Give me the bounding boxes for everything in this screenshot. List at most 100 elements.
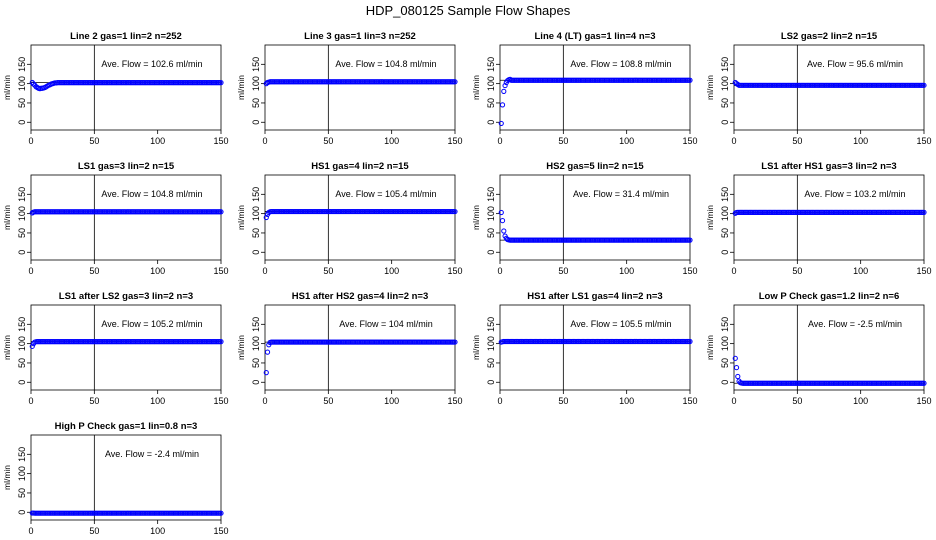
x-tick-label: 50 (558, 266, 568, 276)
panel-title: HS1 gas=4 lin=2 n=15 (311, 161, 409, 172)
y-tick-label: 100 (17, 76, 27, 91)
x-tick-label: 0 (497, 136, 502, 146)
plot-frame (30, 44, 222, 131)
y-tick-label: 150 (486, 317, 496, 332)
x-tick-label: 0 (497, 266, 502, 276)
data-point (732, 355, 738, 361)
y-tick-label: 50 (17, 488, 27, 498)
x-tick-label: 0 (497, 396, 502, 406)
y-axis-label: ml/min (2, 465, 12, 490)
x-tick-label: 0 (28, 136, 33, 146)
y-tick-label: 50 (17, 98, 27, 108)
average-flow-annotation: Ave. Flow = -2.4 ml/min (105, 449, 199, 459)
y-axis-label: ml/min (2, 75, 12, 100)
panel-title: HS1 after LS1 gas=4 lin=2 n=3 (527, 291, 662, 302)
data-point (501, 228, 507, 234)
data-series (498, 338, 693, 345)
data-point (501, 88, 507, 94)
y-tick-label: 0 (17, 380, 27, 385)
data-point (264, 349, 271, 355)
y-tick-label: 0 (486, 250, 496, 255)
data-point (218, 209, 224, 215)
panel-12: Low P Check gas=1.2 lin=2 n=6 0 50 100 150 0 5… (705, 291, 932, 406)
plot-frame (733, 304, 925, 391)
average-flow-annotation: Ave. Flow = 102.6 ml/min (101, 59, 202, 69)
panel-grid: Line 2 gas=1 lin=2 n=252 0 50 100 150 0 50 100 1… (2, 31, 932, 536)
y-axis-label: ml/min (471, 75, 481, 100)
x-tick-label: 150 (916, 396, 931, 406)
data-point (921, 82, 927, 88)
plot-frame (30, 304, 222, 391)
y-tick-label: 0 (17, 510, 27, 515)
data-series (498, 209, 693, 243)
panel-title: HS2 gas=5 lin=2 n=15 (546, 161, 644, 172)
y-tick-label: 50 (720, 228, 730, 238)
y-tick-label: 50 (486, 228, 496, 238)
x-tick-label: 150 (682, 396, 697, 406)
plot-frame (30, 174, 222, 261)
panel-13: High P Check gas=1 lin=0.8 n=3 0 50 100 150 0… (2, 421, 229, 536)
y-axis-label: ml/min (471, 335, 481, 360)
x-tick-label: 50 (792, 266, 802, 276)
data-series (263, 79, 458, 87)
panel-title: HS1 after HS2 gas=4 lin=2 n=3 (292, 291, 429, 302)
y-tick-label: 50 (720, 98, 730, 108)
panel-10: HS1 after HS2 gas=4 lin=2 n=3 0 50 100 150 0 5… (236, 291, 463, 406)
data-series (732, 355, 927, 386)
x-tick-label: 0 (28, 396, 33, 406)
y-tick-label: 100 (17, 206, 27, 221)
panel-3: Line 4 (LT) gas=1 lin=4 n=3 0 50 100 150 0 50 1… (471, 31, 698, 146)
panel-title: LS2 gas=2 lin=2 n=15 (781, 31, 878, 42)
data-point (263, 214, 269, 221)
x-tick-label: 150 (682, 136, 697, 146)
y-tick-label: 150 (720, 317, 730, 332)
panel-2: Line 3 gas=1 lin=3 n=252 0 50 100 150 0 50 100 1… (236, 31, 463, 146)
y-tick-label: 50 (17, 358, 27, 368)
y-tick-label: 150 (486, 187, 496, 202)
y-tick-label: 0 (720, 250, 730, 255)
x-tick-label: 50 (89, 136, 99, 146)
y-tick-label: 100 (251, 336, 261, 351)
x-tick-label: 0 (262, 136, 267, 146)
x-tick-label: 50 (792, 396, 802, 406)
panel-title: Low P Check gas=1.2 lin=2 n=6 (759, 291, 900, 302)
x-tick-label: 100 (853, 266, 868, 276)
data-series (263, 208, 458, 221)
data-point (499, 217, 506, 224)
panel-title: LS1 after HS1 gas=3 lin=2 n=3 (761, 161, 896, 172)
x-tick-label: 100 (384, 396, 399, 406)
panel-5: LS1 gas=3 lin=2 n=15 0 50 100 150 0 50 100 150 ml… (2, 161, 229, 276)
x-tick-label: 100 (150, 526, 165, 536)
y-tick-label: 100 (251, 76, 261, 91)
data-point (687, 338, 693, 345)
x-tick-label: 150 (213, 136, 228, 146)
y-tick-label: 0 (720, 120, 730, 125)
y-tick-label: 100 (486, 76, 496, 91)
y-tick-label: 0 (251, 380, 261, 385)
data-series (29, 339, 224, 349)
x-tick-label: 0 (28, 266, 33, 276)
average-flow-annotation: Ave. Flow = 105.4 ml/min (335, 189, 436, 199)
y-tick-label: 0 (251, 120, 261, 125)
plot-frame (264, 304, 456, 391)
y-tick-label: 150 (720, 187, 730, 202)
data-point (218, 510, 224, 516)
x-tick-label: 150 (213, 526, 228, 536)
panel-8: LS1 after HS1 gas=3 lin=2 n=3 0 50 100 150 0 5… (705, 161, 932, 276)
average-flow-annotation: Ave. Flow = 105.5 ml/min (570, 319, 671, 329)
x-tick-label: 150 (916, 136, 931, 146)
y-tick-label: 50 (720, 358, 730, 368)
x-tick-label: 0 (731, 266, 736, 276)
data-point (921, 209, 927, 215)
y-axis-label: ml/min (705, 205, 715, 230)
data-point (218, 339, 224, 345)
average-flow-annotation: Ave. Flow = 104.8 ml/min (335, 59, 436, 69)
x-tick-label: 150 (447, 266, 462, 276)
plot-frame (264, 44, 456, 131)
x-tick-label: 50 (89, 266, 99, 276)
data-series (498, 76, 693, 127)
x-tick-label: 100 (619, 396, 634, 406)
x-tick-label: 0 (262, 396, 267, 406)
data-point (502, 82, 508, 89)
